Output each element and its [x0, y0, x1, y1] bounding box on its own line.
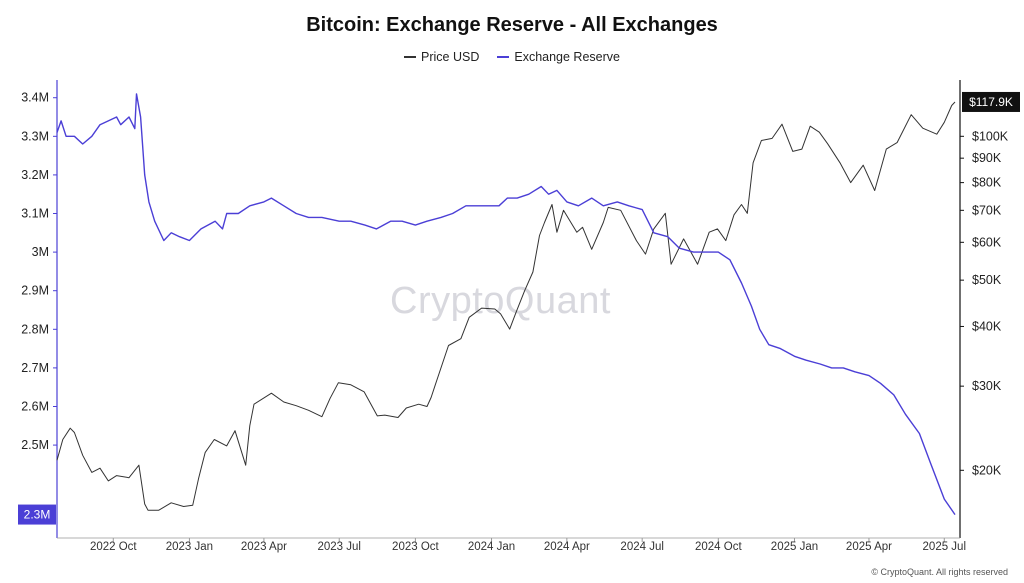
exchange-reserve-line	[56, 93, 956, 515]
x-tick-label: 2024 Apr	[544, 541, 590, 553]
x-tick-label: 2023 Jul	[317, 541, 360, 553]
x-tick-label: 2024 Jan	[468, 541, 515, 553]
right-tick-label: $40K	[972, 319, 1002, 333]
legend: Price USD Exchange Reserve	[0, 50, 1024, 64]
copyright-notice: © CryptoQuant. All rights reserved	[871, 567, 1008, 577]
right-tick-label: $50K	[972, 273, 1002, 287]
reserve-line-swatch	[497, 56, 510, 58]
right-tick-label: $20K	[972, 463, 1002, 477]
x-tick-label: 2025 Jul	[923, 541, 966, 553]
right-tick-label: $80K	[972, 176, 1002, 190]
reserve-current-badge	[18, 504, 56, 525]
price-line-swatch	[404, 56, 417, 58]
legend-label-reserve: Exchange Reserve	[514, 50, 620, 64]
left-tick-label: 2.6M	[21, 399, 49, 413]
left-tick-label: 2.5M	[21, 438, 49, 452]
legend-item-reserve[interactable]: Exchange Reserve	[497, 50, 620, 64]
x-tick-label: 2025 Apr	[846, 541, 892, 553]
x-tick-label: 2023 Apr	[241, 541, 287, 553]
watermark: CryptoQuant	[390, 280, 611, 322]
left-tick-label: 3.3M	[21, 129, 49, 143]
left-tick-label: 3.1M	[21, 207, 49, 221]
left-tick-label: 3.2M	[21, 168, 49, 182]
chart-title: Bitcoin: Exchange Reserve - All Exchange…	[306, 14, 718, 36]
right-tick-label: $30K	[972, 379, 1002, 393]
right-tick-label: $70K	[972, 203, 1002, 217]
right-tick-label: $60K	[972, 235, 1002, 249]
x-tick-label: 2025 Jan	[771, 541, 818, 553]
legend-label-price: Price USD	[421, 50, 480, 64]
x-tick-label: 2023 Oct	[392, 541, 439, 553]
x-tick-label: 2022 Oct	[90, 541, 137, 553]
price-current-badge	[962, 91, 1020, 112]
legend-item-price[interactable]: Price USD	[404, 50, 479, 64]
right-tick-label: $100K	[972, 129, 1009, 143]
price-usd-line	[56, 101, 956, 511]
price-current-label: $117.9K	[969, 95, 1013, 109]
left-tick-label: 3.4M	[21, 91, 49, 105]
x-tick-label: 2024 Oct	[695, 541, 742, 553]
right-tick-label: $90K	[972, 151, 1002, 165]
x-tick-label: 2024 Jul	[620, 541, 663, 553]
left-tick-label: 2.9M	[21, 284, 49, 298]
left-tick-label: 3M	[32, 245, 49, 259]
left-tick-label: 2.7M	[21, 361, 49, 375]
left-tick-label: 2.8M	[21, 322, 49, 336]
x-tick-label: 2023 Jan	[166, 541, 213, 553]
reserve-current-label: 2.3M	[24, 508, 51, 522]
